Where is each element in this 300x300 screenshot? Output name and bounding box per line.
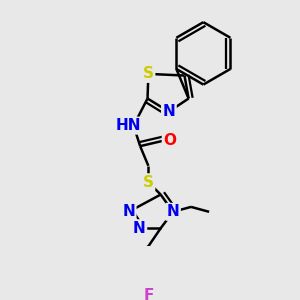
Text: O: O <box>163 133 176 148</box>
Text: N: N <box>163 104 175 119</box>
Text: F: F <box>143 288 154 300</box>
Text: N: N <box>122 204 135 219</box>
Text: N: N <box>133 221 146 236</box>
Text: S: S <box>143 66 154 81</box>
Text: S: S <box>143 175 154 190</box>
Text: HN: HN <box>116 118 141 133</box>
Text: N: N <box>167 204 179 219</box>
